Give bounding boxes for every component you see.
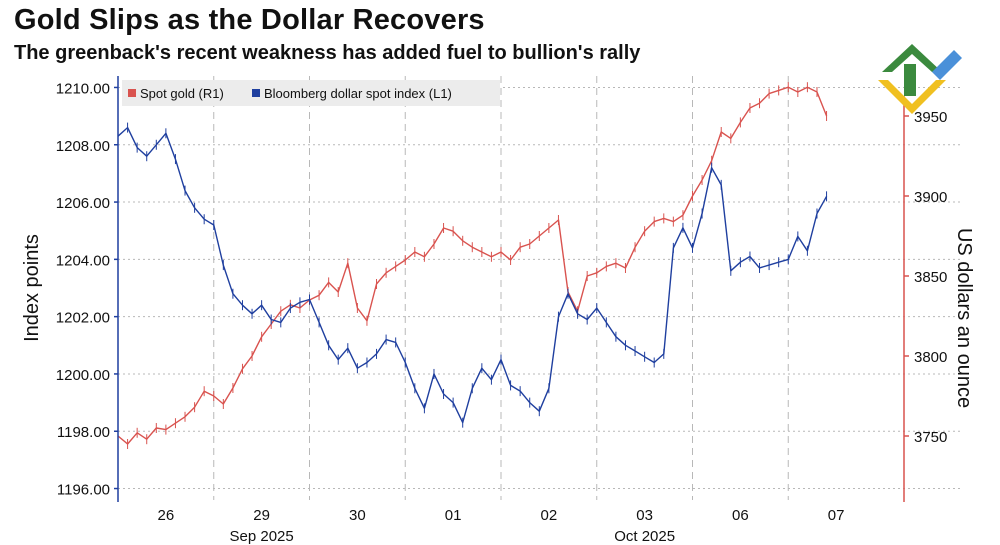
legend-label-gold: Spot gold (R1) xyxy=(140,86,224,101)
left-tick-label: 1198.00 xyxy=(57,424,110,441)
left-tick-label: 1196.00 xyxy=(57,482,110,499)
chart-subtitle: The greenback's recent weakness has adde… xyxy=(14,42,641,64)
legend-swatch-dollar xyxy=(252,89,260,97)
x-month-label: Sep 2025 xyxy=(230,528,294,545)
right-tick-label: 3950 xyxy=(914,109,947,126)
x-day-label: 06 xyxy=(732,507,749,524)
legend-label-dollar: Bloomberg dollar spot index (L1) xyxy=(264,86,452,101)
right-tick-label: 3750 xyxy=(914,429,947,446)
left-tick-label: 1208.00 xyxy=(56,138,110,155)
series-layer xyxy=(117,82,828,449)
x-day-label: 01 xyxy=(445,507,462,524)
brand-logo-icon xyxy=(878,44,962,114)
grid-layer xyxy=(118,76,960,500)
x-day-label: 29 xyxy=(253,507,270,524)
left-tick-label: 1200.00 xyxy=(56,367,110,384)
right-tick-label: 3850 xyxy=(914,269,947,286)
x-day-label: 03 xyxy=(636,507,653,524)
x-month-label: Oct 2025 xyxy=(614,528,675,545)
x-day-label: 02 xyxy=(541,507,558,524)
chart-title: Gold Slips as the Dollar Recovers xyxy=(14,4,485,36)
right-tick-label: 3800 xyxy=(914,349,947,366)
left-tick-label: 1204.00 xyxy=(56,252,110,269)
left-tick-label: 1210.00 xyxy=(56,80,110,97)
series-line-dollar-index xyxy=(117,126,828,424)
left-axis-title: Index points xyxy=(21,234,43,342)
legend-box xyxy=(122,80,500,106)
x-day-label: 30 xyxy=(349,507,366,524)
left-tick-label: 1202.00 xyxy=(56,310,110,327)
x-day-label: 07 xyxy=(828,507,845,524)
left-tick-label: 1206.00 xyxy=(56,195,110,212)
axis-layer: 1196.00 1198.00 1200.00 1202.00 1204.00 1206.… xyxy=(21,76,975,545)
x-day-label: 26 xyxy=(158,507,175,524)
legend-swatch-gold xyxy=(128,89,136,97)
right-axis-title: US dollars an ounce xyxy=(953,228,975,408)
right-tick-label: 3900 xyxy=(914,189,947,206)
legend: Spot gold (R1) Bloomberg dollar spot inde… xyxy=(122,80,500,106)
